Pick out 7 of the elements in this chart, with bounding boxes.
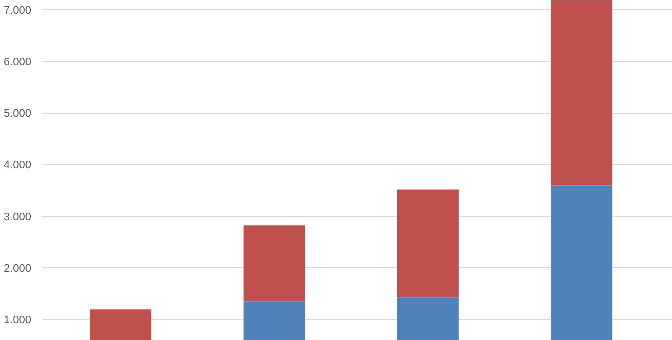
- y-tick-label: 5.000: [4, 108, 32, 120]
- y-tick-label: 7.000: [4, 4, 32, 17]
- y-tick-label: 2.000: [4, 262, 32, 275]
- y-tick-label: 4.000: [4, 160, 32, 172]
- y-tick-label: 6.000: [4, 56, 32, 68]
- y-tick-label: 1.000: [4, 314, 32, 327]
- y-tick-label: 3.000: [4, 211, 32, 224]
